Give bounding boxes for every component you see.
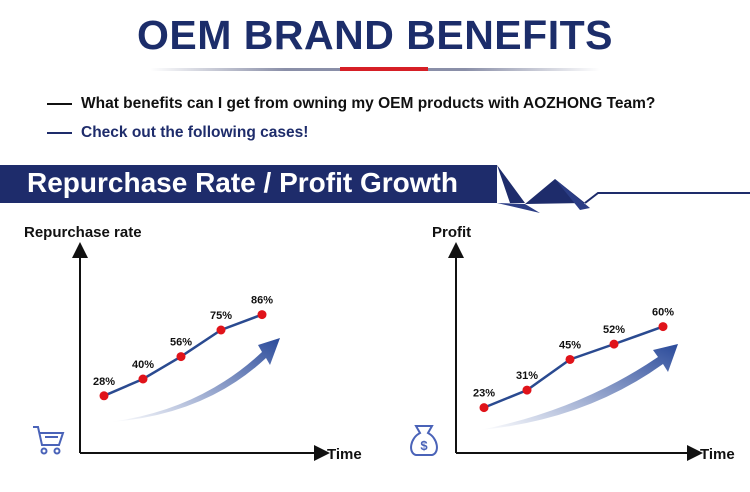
cart-wheel xyxy=(40,447,48,455)
cart-body xyxy=(33,426,65,446)
shopping-cart-icon xyxy=(33,426,65,455)
bag-body xyxy=(410,425,438,456)
data-label: 60% xyxy=(652,307,674,319)
data-label: 28% xyxy=(93,376,115,388)
cart-wheel xyxy=(53,447,61,455)
data-label: 40% xyxy=(132,359,154,371)
bullet-text: What benefits can I get from owning my O… xyxy=(81,95,656,112)
data-label: 23% xyxy=(473,388,495,400)
chart-title: Profit xyxy=(432,224,471,241)
x-axis-label: Time xyxy=(700,446,735,463)
data-label: 56% xyxy=(170,337,192,349)
data-label: 45% xyxy=(559,339,581,351)
bullet-cases: Check out the following cases! xyxy=(47,124,308,142)
chart-repurchase-rate: Repurchase rate Time 28% 40% 56% 75% 86% xyxy=(24,224,362,463)
x-axis-label: Time xyxy=(327,446,362,463)
data-point xyxy=(216,325,226,335)
data-point xyxy=(99,391,109,401)
chart-title: Repurchase rate xyxy=(24,224,142,241)
data-point xyxy=(522,385,532,395)
dollar-sign: $ xyxy=(420,438,428,453)
data-point xyxy=(658,322,668,332)
bullet-text: Check out the following cases! xyxy=(81,124,309,141)
chart-profit: Profit Time 23% 31% 45% 52% 60% $ xyxy=(410,224,735,463)
data-point xyxy=(257,310,267,320)
bullet-question: What benefits can I get from owning my O… xyxy=(47,95,655,113)
data-point xyxy=(609,339,619,349)
data-label: 86% xyxy=(251,295,273,307)
data-label: 31% xyxy=(516,370,538,382)
data-point xyxy=(565,354,575,364)
section-title: Repurchase Rate / Profit Growth xyxy=(27,167,458,198)
bullet-dash xyxy=(47,132,72,134)
title-underline-accent xyxy=(340,67,428,71)
money-bag-icon: $ xyxy=(410,425,438,456)
data-label: 75% xyxy=(210,310,232,322)
data-point xyxy=(479,403,489,413)
banner-zigzag-decoration xyxy=(497,165,750,213)
bullet-dash xyxy=(47,103,72,105)
data-label: 52% xyxy=(603,324,625,336)
data-point xyxy=(138,374,148,384)
page-title: OEM BRAND BENEFITS xyxy=(137,12,613,58)
data-point xyxy=(176,352,186,362)
growth-arrow xyxy=(480,344,678,430)
growth-arrow xyxy=(110,338,280,422)
section-banner: Repurchase Rate / Profit Growth xyxy=(0,165,497,203)
